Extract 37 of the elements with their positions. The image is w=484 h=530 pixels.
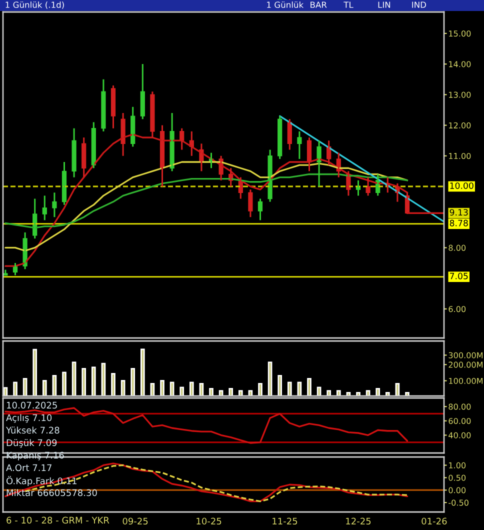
y-tick-label: 14.00 <box>449 61 471 68</box>
annotation: Açılış 7.10 <box>6 414 52 423</box>
x-tick-label: 11-25 <box>272 518 298 525</box>
y-tick-label: 300.00M <box>448 352 483 358</box>
annotation: Yüksek 7.28 <box>6 426 60 434</box>
y-tick-label: 6.00 <box>448 306 466 312</box>
y-tick-label: 1.00 <box>449 462 466 468</box>
text: LIN <box>378 2 390 8</box>
y-tick-label: 100.00M <box>449 378 483 384</box>
y-tick-label: 200.00M <box>448 362 483 368</box>
text: BAR <box>310 2 327 8</box>
y-tick-label: 60.00 <box>448 418 471 424</box>
ref-line-label: 8.78 <box>450 220 468 226</box>
text: 1 Günlük <box>267 1 304 8</box>
y-tick-label: 11.00 <box>449 152 471 160</box>
annotation: A.Ort 7.17 <box>6 464 52 472</box>
x-tick-label: 01-26 <box>422 518 447 525</box>
x-tick-label: 12-25 <box>346 518 371 525</box>
text: 1 Günlük (.1d) <box>6 1 64 9</box>
y-tick-label: 80.00 <box>448 404 471 410</box>
text: 9.13 <box>450 209 468 216</box>
y-tick-label: 40.00 <box>448 432 471 438</box>
y-tick-label: 0.00 <box>448 487 466 494</box>
text: IND <box>412 2 426 8</box>
text: 6 - 10 - 28 - GRM - YKR <box>6 516 110 524</box>
ref-line-label: 10.00 <box>450 182 474 189</box>
x-tick-label: 10-25 <box>196 518 222 525</box>
y-tick-label: 12.00 <box>449 122 471 128</box>
annotation: 10.07.2025 <box>6 402 57 409</box>
y-tick-label: 13.00 <box>449 92 471 98</box>
y-tick-label: 0.50 <box>448 474 466 481</box>
ref-line-label: 7.05 <box>450 272 468 280</box>
y-tick-label: -0.50 <box>448 500 468 506</box>
y-tick-label: 15.00 <box>449 30 471 37</box>
x-tick-label: 09-25 <box>122 518 148 525</box>
text: TL <box>344 2 354 8</box>
y-tick-label: 8.00 <box>448 244 466 251</box>
